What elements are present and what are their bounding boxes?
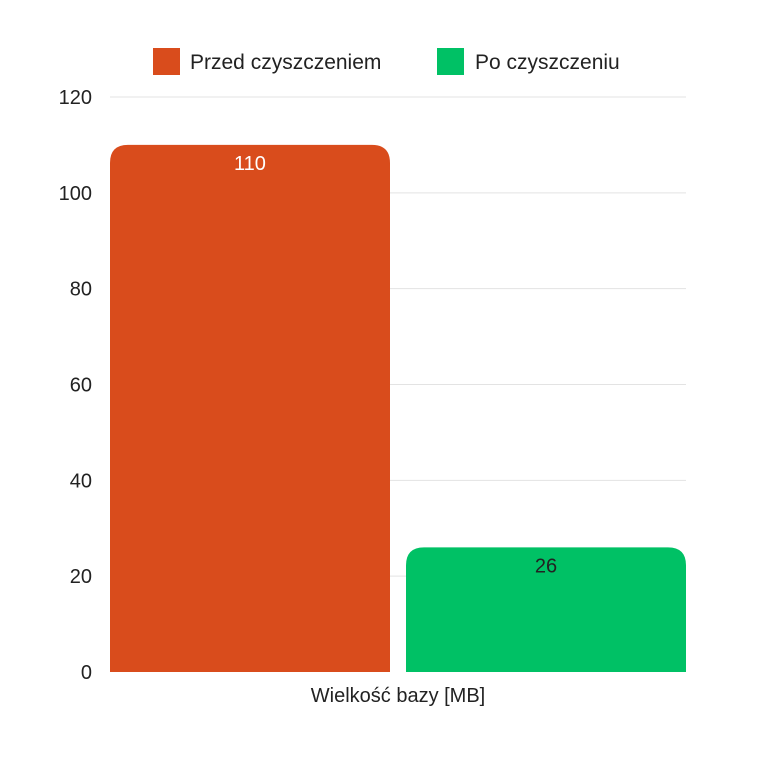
- y-tick-label: 120: [59, 87, 92, 109]
- y-tick-label: 80: [70, 279, 92, 301]
- bars: [110, 144, 686, 672]
- x-axis-category-label: Wielkość bazy [MB]: [311, 685, 485, 707]
- legend-label: Po czyszczeniu: [475, 51, 620, 74]
- data-label: 110: [234, 153, 266, 175]
- y-axis-ticks: 0 20 40 60 80 100 120: [59, 87, 92, 684]
- legend: Przed czyszczeniem Po czyszczeniu: [153, 48, 620, 75]
- legend-label: Przed czyszczeniem: [190, 51, 381, 74]
- bar: [406, 547, 686, 672]
- bar: [110, 144, 390, 672]
- data-labels: 110 26: [234, 153, 557, 578]
- y-tick-label: 0: [81, 662, 92, 684]
- y-tick-label: 60: [70, 375, 92, 397]
- legend-swatch: [153, 48, 180, 75]
- legend-swatch: [437, 48, 464, 75]
- y-tick-label: 20: [70, 566, 92, 588]
- data-label: 26: [535, 555, 557, 577]
- y-tick-label: 100: [59, 183, 92, 205]
- y-tick-label: 40: [70, 470, 92, 492]
